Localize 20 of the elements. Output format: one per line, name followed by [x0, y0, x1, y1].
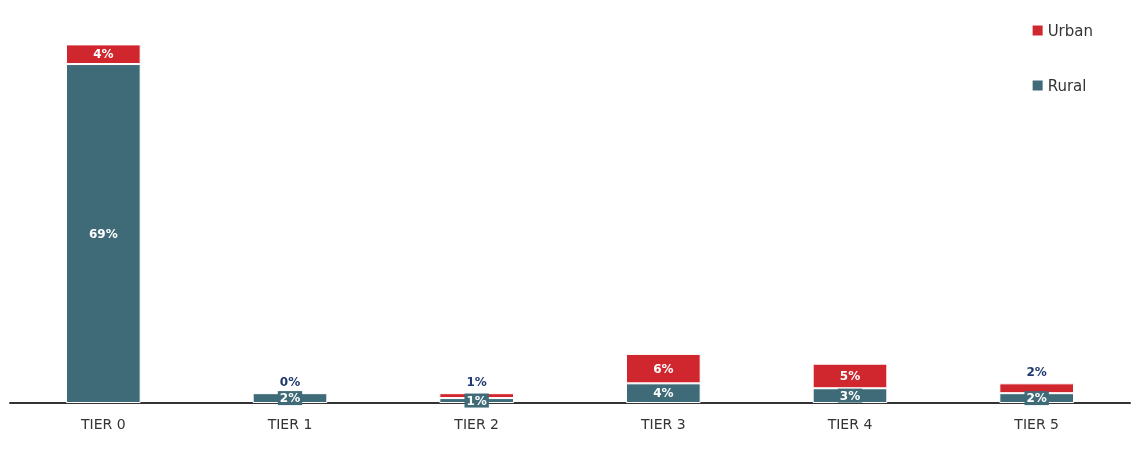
data-label: 3% [839, 388, 861, 403]
data-label: 4% [653, 386, 674, 401]
legend-label: Rural [1047, 76, 1087, 95]
x-tick-label: TIER 0 [80, 416, 126, 432]
data-label: 1% [466, 375, 487, 390]
data-label: 2% [1026, 365, 1047, 380]
data-label: 5% [839, 368, 861, 383]
x-tick-label: TIER 2 [453, 416, 499, 432]
data-label: 0% [279, 375, 301, 390]
legend-label: Urban [1047, 21, 1094, 40]
x-tick-label: TIER 3 [640, 416, 686, 432]
data-label: 2% [279, 391, 301, 406]
data-label: 1% [466, 393, 487, 408]
x-tick-label: TIER 5 [1013, 416, 1059, 432]
x-tick-label: TIER 1 [266, 416, 313, 432]
data-label: 2% [1026, 391, 1047, 406]
x-tick-label: TIER 4 [826, 416, 873, 432]
data-label: 4% [93, 47, 114, 62]
data-label: 6% [653, 361, 674, 376]
data-label: 69% [88, 226, 118, 241]
